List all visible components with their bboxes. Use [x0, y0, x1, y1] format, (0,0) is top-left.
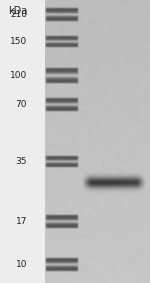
Text: 210: 210	[10, 10, 27, 19]
Text: 35: 35	[15, 157, 27, 166]
Text: kDa: kDa	[8, 6, 27, 16]
Text: 70: 70	[15, 100, 27, 109]
Text: 17: 17	[15, 216, 27, 226]
Text: 10: 10	[15, 260, 27, 269]
Text: 100: 100	[10, 71, 27, 80]
Text: 150: 150	[10, 38, 27, 46]
